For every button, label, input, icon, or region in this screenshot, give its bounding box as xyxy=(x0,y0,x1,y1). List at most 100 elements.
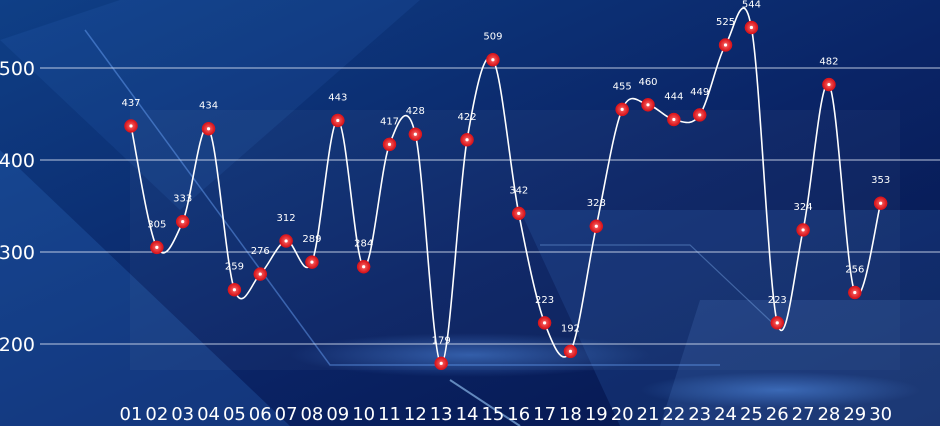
data-point-center xyxy=(698,113,702,117)
x-tick-label: 24 xyxy=(714,404,737,425)
y-tick-label: 400 xyxy=(0,150,35,172)
data-markers xyxy=(124,20,888,371)
data-point xyxy=(305,255,319,269)
data-point xyxy=(201,121,216,136)
data-label: 305 xyxy=(147,219,166,230)
data-point-center xyxy=(413,132,417,136)
data-label: 328 xyxy=(587,198,606,209)
data-point-center xyxy=(491,58,495,62)
data-label: 324 xyxy=(794,202,813,213)
x-tick-label: 04 xyxy=(197,404,220,425)
data-label: 289 xyxy=(302,234,321,245)
data-label: 312 xyxy=(277,213,296,224)
data-point xyxy=(848,285,862,300)
x-tick-label: 16 xyxy=(507,404,530,425)
data-label: 353 xyxy=(871,175,890,186)
data-label: 443 xyxy=(328,92,347,103)
data-point xyxy=(512,206,526,221)
data-point xyxy=(615,102,629,117)
data-point-center xyxy=(284,239,288,243)
x-tick-label: 30 xyxy=(869,404,892,425)
data-label: 276 xyxy=(251,246,270,257)
data-label: 284 xyxy=(354,239,373,250)
data-point xyxy=(279,234,293,248)
y-axis: 200 300 400 500 xyxy=(0,58,35,356)
data-point xyxy=(460,133,474,147)
x-tick-label: 13 xyxy=(430,404,453,425)
data-point-center xyxy=(362,265,366,269)
data-point-center xyxy=(879,201,883,205)
data-point xyxy=(408,127,423,141)
x-tick-label: 25 xyxy=(740,404,763,425)
data-label: 437 xyxy=(121,98,140,109)
data-point-center xyxy=(206,127,211,131)
x-tick-label: 08 xyxy=(300,404,323,425)
data-point-center xyxy=(672,117,676,122)
data-point xyxy=(796,223,810,237)
data-point-center xyxy=(517,211,521,215)
data-point xyxy=(331,113,345,128)
data-label: 223 xyxy=(768,295,787,306)
data-point-center xyxy=(336,118,340,123)
data-point xyxy=(770,316,784,330)
data-label: 460 xyxy=(638,77,657,88)
data-point xyxy=(718,38,733,52)
data-label: 417 xyxy=(380,116,399,127)
y-tick-label: 500 xyxy=(0,58,35,80)
data-point-center xyxy=(232,288,236,292)
data-label: 179 xyxy=(432,335,451,346)
data-label: 428 xyxy=(406,106,425,117)
data-label: 434 xyxy=(199,101,218,112)
data-point xyxy=(667,112,681,127)
data-point-center xyxy=(723,43,728,47)
data-label: 256 xyxy=(845,264,864,275)
data-point xyxy=(434,356,448,371)
x-tick-label: 03 xyxy=(171,404,194,425)
data-point-center xyxy=(801,228,805,232)
data-point xyxy=(227,282,242,297)
data-label: 449 xyxy=(690,87,709,98)
x-tick-label: 07 xyxy=(275,404,298,425)
data-label: 342 xyxy=(509,185,528,196)
data-point-center xyxy=(258,272,262,276)
data-label: 544 xyxy=(742,0,761,11)
data-point-center xyxy=(827,82,831,87)
data-label: 509 xyxy=(483,32,502,43)
data-point-center xyxy=(749,25,754,30)
y-tick-label: 200 xyxy=(0,334,35,356)
data-label: 333 xyxy=(173,194,192,205)
data-point-center xyxy=(155,245,159,249)
data-label: 192 xyxy=(561,323,580,334)
data-point xyxy=(744,20,759,35)
data-label: 422 xyxy=(458,112,477,123)
data-point xyxy=(150,240,164,255)
data-label: 455 xyxy=(613,81,632,92)
data-point xyxy=(537,316,552,330)
data-point xyxy=(382,137,397,152)
data-point-center xyxy=(543,321,547,325)
data-point-center xyxy=(775,321,779,325)
x-tick-label: 05 xyxy=(223,404,246,425)
x-tick-label: 09 xyxy=(326,404,349,425)
x-tick-label: 01 xyxy=(120,404,143,425)
data-point-center xyxy=(620,107,624,111)
x-tick-label: 23 xyxy=(688,404,711,425)
x-tick-label: 02 xyxy=(145,404,168,425)
x-tick-label: 21 xyxy=(637,404,660,425)
data-point xyxy=(589,219,604,233)
x-tick-label: 26 xyxy=(766,404,789,425)
data-label: 259 xyxy=(225,262,244,273)
x-tick-label: 27 xyxy=(792,404,815,425)
x-tick-label: 12 xyxy=(404,404,427,425)
x-tick-label: 29 xyxy=(843,404,866,425)
data-point-center xyxy=(439,361,443,365)
x-tick-label: 14 xyxy=(456,404,479,425)
data-point-center xyxy=(594,224,598,228)
x-tick-label: 18 xyxy=(559,404,582,425)
data-labels: 437 305 333 434 259 276 312 289 443 284 417 428 179 4… xyxy=(121,0,890,346)
data-label: 482 xyxy=(819,57,838,68)
data-point xyxy=(563,344,578,359)
